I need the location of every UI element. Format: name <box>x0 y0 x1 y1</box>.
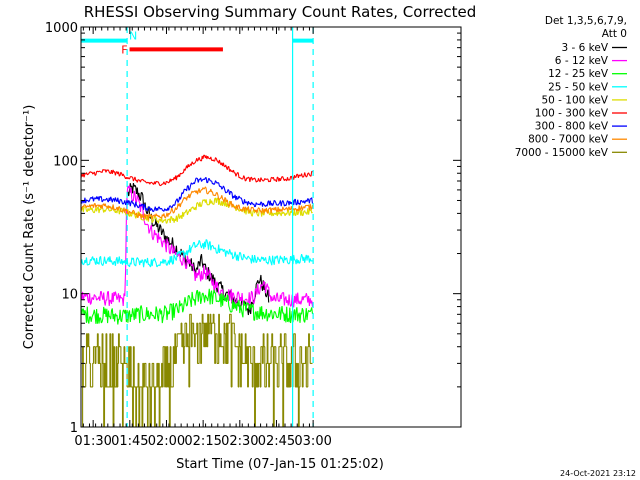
legend-label: 12 - 25 keV <box>548 68 609 80</box>
legend-label: 300 - 800 keV <box>535 121 609 133</box>
series-line-50-100kev <box>81 197 313 224</box>
y-axis-label: Corrected Count Rate (s⁻¹ detector⁻¹) <box>22 105 37 350</box>
legend-label: 50 - 100 keV <box>541 94 608 106</box>
series-line-800-7000kev <box>81 186 314 220</box>
legend-label: 800 - 7000 keV <box>528 134 609 146</box>
series-line-25-50kev <box>81 239 313 268</box>
x-tick-label: 01:45 <box>111 434 148 449</box>
y-tick-label: 100 <box>53 154 78 169</box>
legend-label: 7000 - 15000 keV <box>515 147 609 159</box>
series-line-7000-15000kev <box>81 313 313 427</box>
x-tick-label: 02:45 <box>258 434 295 449</box>
x-tick-label: 01:30 <box>74 434 111 449</box>
x-tick-label: 02:15 <box>184 434 221 449</box>
legend-label: 6 - 12 keV <box>555 55 609 67</box>
x-tick-label: 02:30 <box>221 434 258 449</box>
legend-label: 3 - 6 keV <box>561 42 608 54</box>
y-tick-label: 1000 <box>45 21 78 36</box>
x-tick-label: 03:00 <box>294 434 331 449</box>
legend-label: 25 - 50 keV <box>548 81 609 93</box>
event-label: N <box>129 30 137 43</box>
event-markers: NF <box>81 27 314 427</box>
series-line-3-6kev <box>127 182 270 316</box>
plot-frame <box>80 26 462 428</box>
legend-header-line-2: Att 0 <box>602 28 627 40</box>
series-line-12-25kev <box>81 288 314 325</box>
series-layer <box>81 154 314 427</box>
event-label: F <box>121 43 127 56</box>
y-tick-label: 1 <box>70 421 78 436</box>
chart-title: RHESSI Observing Summary Count Rates, Co… <box>84 3 477 21</box>
series-line-100-300kev <box>81 154 313 187</box>
series-line-300-800kev <box>81 177 314 213</box>
series-line-6-12kev <box>81 185 314 308</box>
legend-header-line-1: Det 1,3,5,6,7,9, <box>545 15 627 27</box>
axis-ticks: 01:30 01:45 02:00 02:15 02:30 02:45 03:00 1 10 10… <box>45 21 461 449</box>
y-tick-label: 10 <box>61 288 78 303</box>
x-axis-label: Start Time (07-Jan-15 01:25:02) <box>176 457 384 472</box>
footer-date: 24-Oct-2021 23:12 <box>560 469 636 478</box>
legend-label: 100 - 300 keV <box>535 108 609 120</box>
x-tick-label: 02:00 <box>148 434 185 449</box>
